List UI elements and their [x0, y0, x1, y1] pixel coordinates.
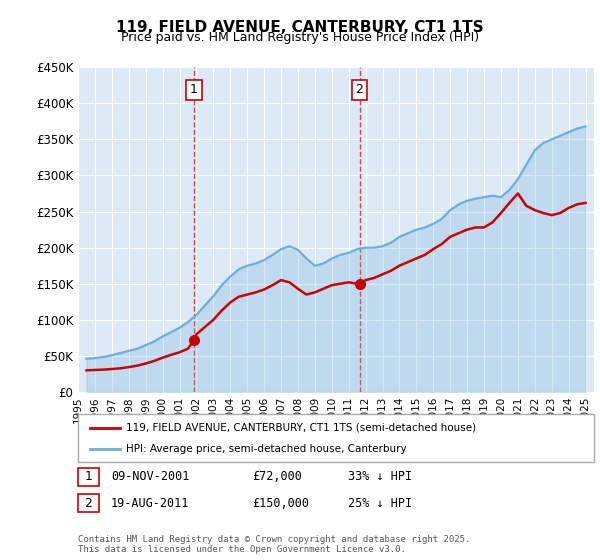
Text: HPI: Average price, semi-detached house, Canterbury: HPI: Average price, semi-detached house,… [126, 444, 407, 454]
Text: 1: 1 [190, 83, 198, 96]
Text: 09-NOV-2001: 09-NOV-2001 [111, 470, 190, 483]
Text: 33% ↓ HPI: 33% ↓ HPI [348, 470, 412, 483]
Text: 25% ↓ HPI: 25% ↓ HPI [348, 497, 412, 510]
Text: 2: 2 [85, 497, 92, 510]
Text: £150,000: £150,000 [252, 497, 309, 510]
Text: Contains HM Land Registry data © Crown copyright and database right 2025.
This d: Contains HM Land Registry data © Crown c… [78, 535, 470, 554]
Text: 119, FIELD AVENUE, CANTERBURY, CT1 1TS (semi-detached house): 119, FIELD AVENUE, CANTERBURY, CT1 1TS (… [126, 423, 476, 433]
Text: 2: 2 [356, 83, 364, 96]
Text: 1: 1 [85, 470, 92, 483]
Text: Price paid vs. HM Land Registry's House Price Index (HPI): Price paid vs. HM Land Registry's House … [121, 31, 479, 44]
Text: 19-AUG-2011: 19-AUG-2011 [111, 497, 190, 510]
Text: 119, FIELD AVENUE, CANTERBURY, CT1 1TS: 119, FIELD AVENUE, CANTERBURY, CT1 1TS [116, 20, 484, 35]
Text: £72,000: £72,000 [252, 470, 302, 483]
